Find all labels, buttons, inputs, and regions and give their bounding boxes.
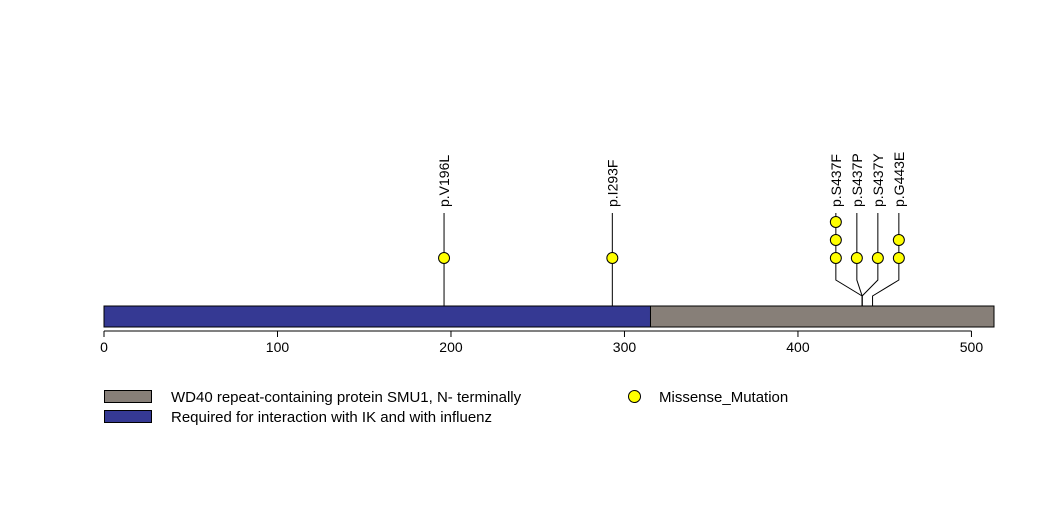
mutation-label-p-i293f: p.I293F [604,160,620,207]
mutation-label-p-g443e: p.G443E [891,152,907,207]
mutation-dot-p-s437f-1 [829,252,842,264]
mutation-marks: p.V196L p.I293F p.S437F p.S437P p.S437Y p.G44… [436,152,907,264]
x-tick-label-100: 100 [266,339,290,355]
mutation-label-p-s437y: p.S437Y [870,153,886,207]
legend-label-wd40: WD40 repeat-containing protein SMU1, N- … [171,389,522,406]
mutation-dot-p-i293f-1 [606,252,619,264]
domain-bar-1 [649,305,995,328]
protein-domains [103,305,995,328]
legend-missense-icon [628,390,641,403]
mutation-dot-p-s437y-1 [871,252,884,264]
mutation-dot-p-g443e-2 [892,234,905,246]
legend-label-interaction: Required for interaction with IK and wit… [171,409,493,426]
legend-swatch-interaction [104,410,152,423]
legend-label-missense: Missense_Mutation [659,389,789,406]
x-tick-label-400: 400 [786,339,810,355]
mutation-label-p-s437p: p.S437P [849,153,865,207]
x-tick-label-300: 300 [613,339,637,355]
x-tick-label-0: 0 [100,339,108,355]
x-axis: 0 100 200 300 400 500 [100,330,984,355]
legend-swatch-wd40 [104,390,152,403]
x-tick-label-500: 500 [960,339,984,355]
mutation-dot-p-s437p-1 [850,252,863,264]
mutation-label-p-v196l: p.V196L [436,155,452,207]
mutation-label-p-s437f: p.S437F [828,154,844,207]
mutation-dot-p-s437f-3 [829,216,842,228]
domain-bar-0 [103,305,651,328]
mutation-dot-p-v196l-1 [438,252,451,264]
x-tick-label-200: 200 [439,339,463,355]
mutation-dot-p-g443e-1 [892,252,905,264]
mutation-dot-p-s437f-2 [829,234,842,246]
